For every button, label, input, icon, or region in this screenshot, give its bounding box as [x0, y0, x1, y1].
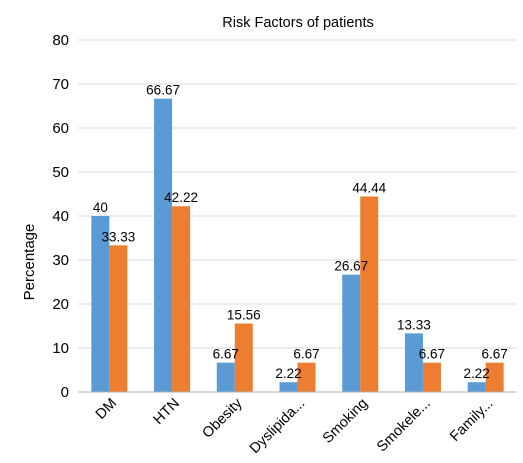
y-tick-label: 70 — [52, 76, 69, 93]
gridlines — [78, 39, 517, 349]
y-tick-label: 0 — [61, 384, 69, 401]
data-label: 2.22 — [275, 366, 301, 381]
bar-series1-dyslipida — [279, 382, 298, 392]
x-tick-label: HTN — [151, 396, 183, 428]
data-label: 66.67 — [146, 83, 180, 98]
y-axis-label: Percentage — [21, 224, 38, 301]
x-tick-label: DM — [93, 396, 120, 423]
data-label: 44.44 — [352, 180, 386, 195]
data-label: 6.67 — [419, 347, 445, 362]
bar-series2-family — [485, 362, 504, 392]
data-label: 15.56 — [227, 308, 261, 323]
x-tick-label: Family... — [447, 396, 496, 445]
data-label: 42.22 — [164, 190, 198, 205]
x-tick-label: Smokele... — [374, 396, 434, 456]
x-axis-ticks: DM HTN Obesity Dyslipida... Smoking Smokele..… — [93, 395, 497, 457]
y-tick-label: 60 — [52, 120, 69, 137]
x-tick-label: Obesity — [200, 395, 247, 442]
y-tick-label: 40 — [52, 208, 69, 225]
y-tick-label: 50 — [52, 164, 69, 181]
bar-series1-obesity — [216, 362, 235, 392]
y-axis-ticks: 0 10 20 30 40 50 60 70 80 — [52, 32, 69, 401]
data-label: 6.67 — [482, 347, 508, 362]
data-label: 13.33 — [397, 317, 431, 332]
chart-title: Risk Factors of patients — [222, 15, 374, 31]
x-tick-label: Dyslipida... — [247, 396, 308, 457]
data-label: 40 — [93, 200, 108, 215]
bar-series1-family — [467, 382, 486, 392]
y-tick-label: 20 — [52, 296, 69, 313]
bar-series2-smokele — [422, 362, 441, 392]
bar-series2-obesity — [234, 323, 253, 392]
data-label: 6.67 — [293, 347, 319, 362]
bar-series2-smoking — [360, 196, 379, 392]
data-label: 26.67 — [334, 259, 368, 274]
data-label: 6.67 — [213, 347, 239, 362]
x-tick-label: Smoking — [320, 396, 371, 447]
bar-series1-dm — [91, 216, 110, 392]
bars — [91, 98, 504, 392]
bar-series1-smoking — [342, 274, 361, 392]
data-label: 2.22 — [464, 366, 490, 381]
bar-series1-smokele — [404, 333, 423, 392]
bar-series2-htn — [172, 206, 191, 392]
bar-series2-dm — [109, 245, 128, 392]
data-label: 33.33 — [101, 229, 135, 244]
data-labels: 40 33.33 66.67 42.22 6.67 15.56 2.22 6.67 26.67 4… — [93, 83, 508, 382]
y-tick-label: 10 — [52, 340, 69, 357]
bar-series1-htn — [154, 98, 173, 392]
bar-series2-dyslipida — [297, 362, 316, 392]
y-tick-label: 80 — [52, 32, 69, 49]
y-tick-label: 30 — [52, 252, 69, 269]
